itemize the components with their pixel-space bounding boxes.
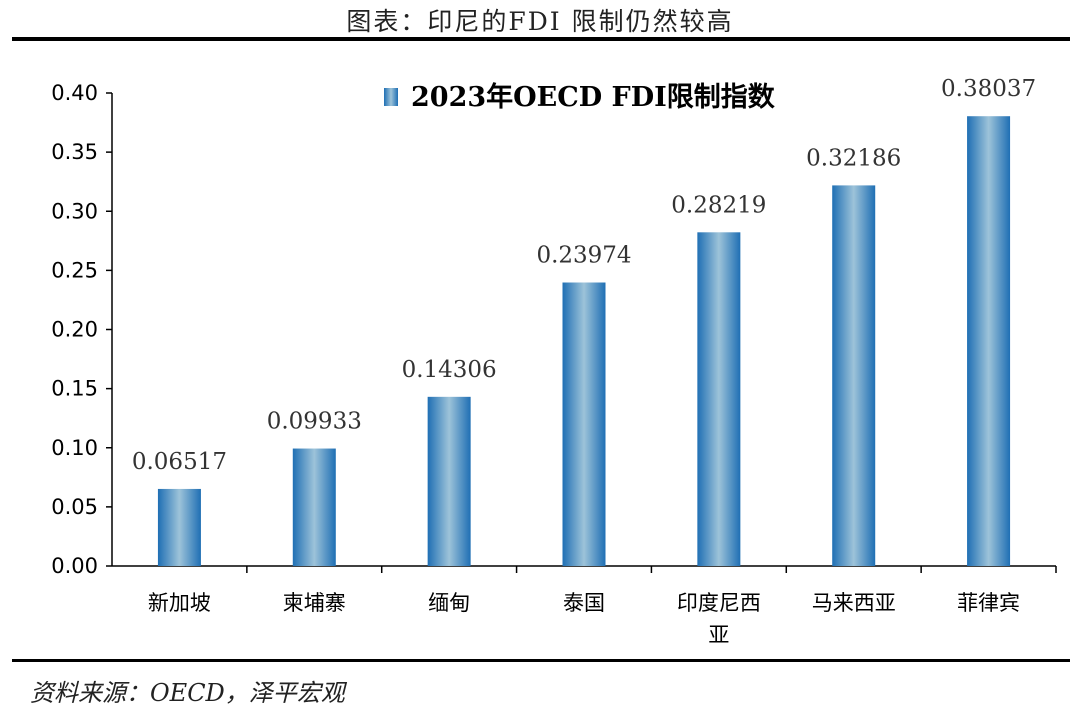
- y-tick-label: 0.10: [51, 436, 98, 460]
- x-tick-label: 新加坡: [148, 591, 211, 615]
- y-tick-label: 0.25: [51, 258, 98, 282]
- data-label: 0.06517: [132, 449, 227, 475]
- page-title: 图表：印尼的FDI 限制仍然较高: [346, 7, 734, 36]
- y-tick-label: 0.40: [51, 81, 98, 105]
- x-tick-label: 柬埔寨: [283, 591, 346, 615]
- bar: [427, 396, 471, 566]
- y-tick-label: 0.05: [51, 495, 98, 519]
- x-tick-label: 印度尼西: [677, 591, 761, 615]
- x-tick-label: 菲律宾: [957, 591, 1020, 615]
- x-tick-label: 泰国: [563, 591, 605, 615]
- y-tick-label: 0.30: [51, 199, 98, 223]
- bar: [292, 448, 336, 566]
- y-tick-label: 0.15: [51, 377, 98, 401]
- data-label: 0.38037: [941, 76, 1036, 102]
- data-label: 0.32186: [806, 145, 901, 171]
- x-tick-label: 亚: [708, 623, 729, 647]
- bar-chart: 0.00 0.05 0.10 0.15 0.20 0.25 0.30 0.35 0.40 0.06…: [51, 76, 1057, 647]
- bar: [832, 185, 876, 566]
- x-tick-label: 马来西亚: [812, 591, 896, 615]
- data-label: 0.28219: [671, 192, 766, 218]
- y-tick-label: 0.35: [51, 140, 98, 164]
- bar: [157, 488, 201, 566]
- footer-divider: [12, 659, 1070, 662]
- legend-label: 2023年OECD FDI限制指数: [411, 81, 776, 113]
- source-note: 资料来源：OECD，泽平宏观: [30, 679, 345, 707]
- data-label: 0.23974: [536, 243, 631, 269]
- bar: [697, 232, 741, 567]
- bar: [562, 282, 606, 566]
- x-tick-label: 缅甸: [428, 591, 470, 615]
- bar: [967, 116, 1011, 567]
- legend-swatch: [384, 88, 398, 106]
- y-tick-label: 0.00: [51, 554, 98, 578]
- y-tick-label: 0.20: [51, 318, 98, 342]
- data-label: 0.14306: [402, 357, 497, 383]
- data-label: 0.09933: [267, 409, 362, 435]
- title-divider: [12, 37, 1070, 41]
